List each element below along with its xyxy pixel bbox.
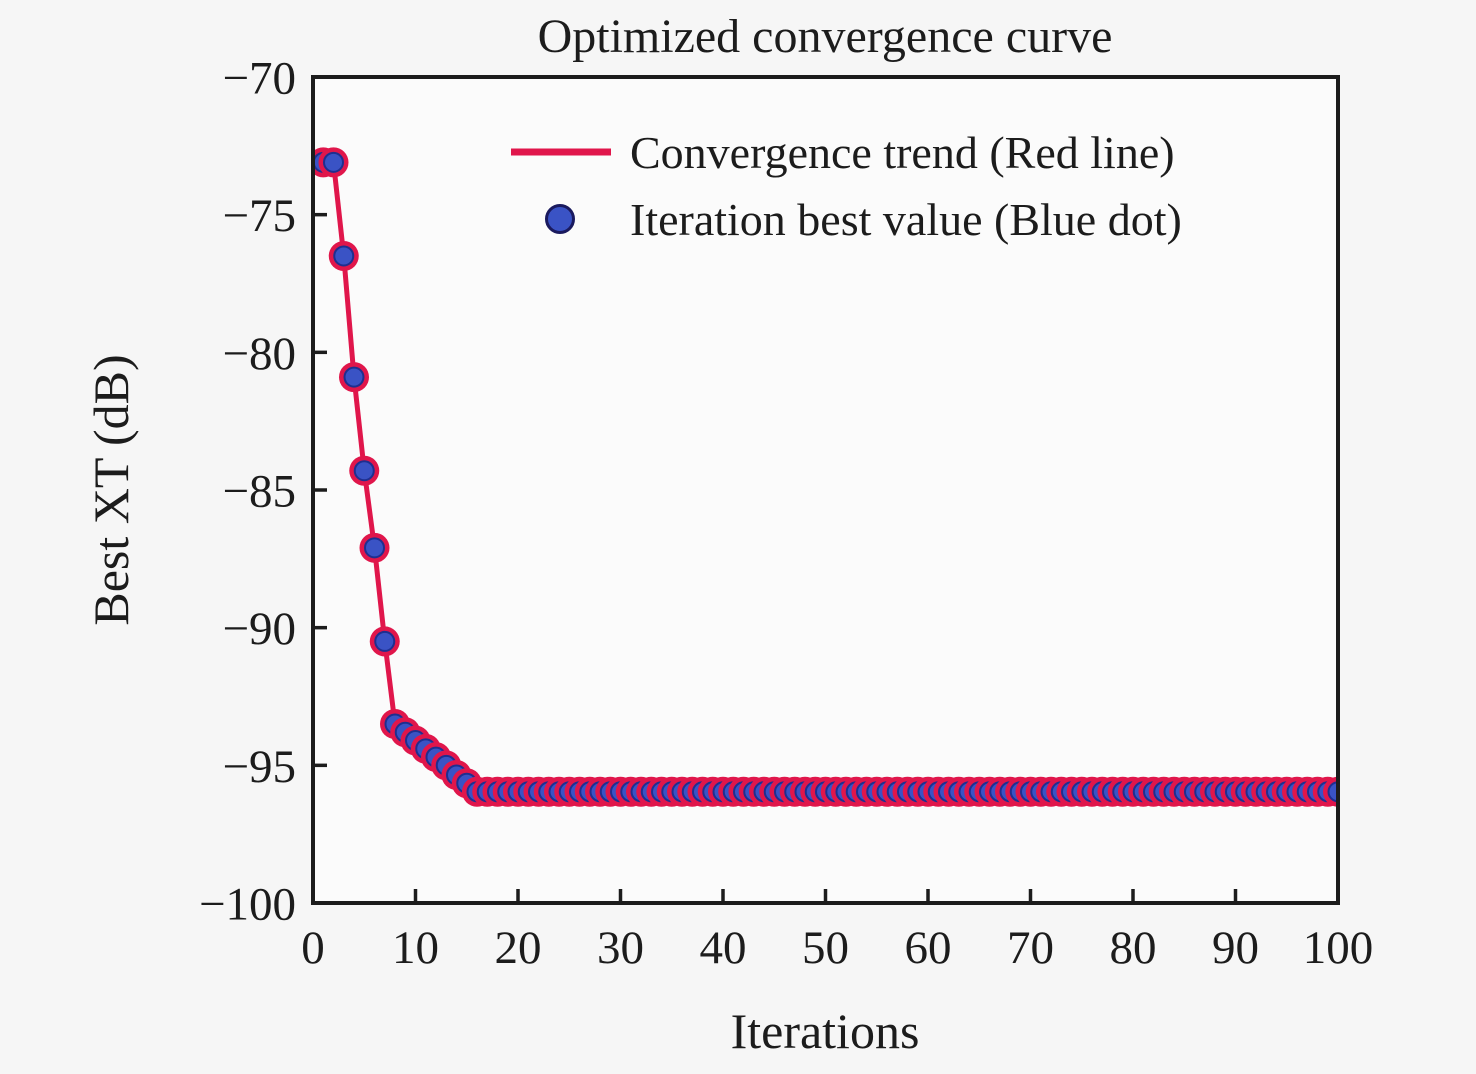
x-tick-label: 80	[1110, 922, 1157, 974]
x-tick-label: 10	[392, 922, 439, 974]
x-tick-label: 0	[301, 922, 325, 974]
marker-inner-blue-dot	[1327, 781, 1338, 803]
marker-inner-blue-dot	[333, 245, 355, 267]
plot-border	[311, 75, 1340, 905]
marker-inner-blue-dot	[364, 537, 385, 559]
x-tick-label: 90	[1212, 922, 1259, 974]
y-tick-label: −75	[222, 190, 296, 242]
x-tick-label: 60	[905, 922, 952, 974]
chart-title: Optimized convergence curve	[538, 10, 1113, 63]
legend-entry-line-label: Convergence trend (Red line)	[630, 127, 1175, 178]
marker-inner-blue-dot	[323, 151, 344, 173]
x-tick-label: 40	[700, 922, 747, 974]
data-series-layer	[313, 147, 1338, 807]
marker-inner-blue-dot	[353, 460, 375, 482]
x-tick-label: 30	[597, 922, 644, 974]
y-tick-label: −90	[222, 603, 296, 655]
x-tick-label: 70	[1007, 922, 1054, 974]
x-tick-label: 20	[495, 922, 542, 974]
y-axis-label: Best XT (dB)	[83, 354, 139, 625]
x-tick-label: 100	[1303, 922, 1374, 974]
x-axis-label: Iterations	[731, 1003, 920, 1059]
y-tick-label: −70	[222, 52, 296, 104]
tick-labels-layer: 0 10 20 30 40 50 60 70 80 90 100 −70 −75 −80 −85 −90 −95…	[199, 52, 1373, 974]
y-tick-label: −95	[222, 741, 296, 793]
legend-dot-sample	[545, 204, 575, 234]
y-tick-label: −80	[222, 328, 296, 380]
x-tick-label: 50	[802, 922, 849, 974]
legend-entry-dot-label: Iteration best value (Blue dot)	[630, 194, 1182, 245]
marker-inner-blue-dot	[374, 630, 396, 652]
marker-inner-blue-dot	[343, 366, 365, 388]
plot-area	[313, 77, 1338, 903]
y-tick-label: −100	[199, 878, 296, 930]
y-tick-label: −85	[222, 465, 296, 517]
legend: Convergence trend (Red line) Iteration b…	[511, 127, 1182, 245]
